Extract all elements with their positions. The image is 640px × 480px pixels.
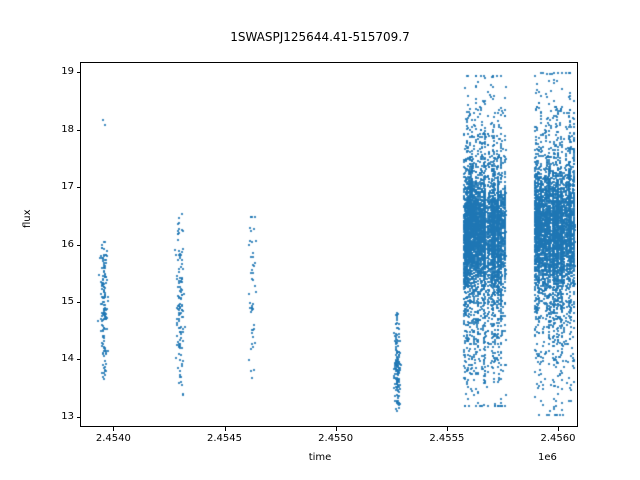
y-tick-mark	[76, 301, 80, 303]
scatter-points-layer	[81, 63, 577, 426]
x-tick-label: 2.4560	[540, 433, 576, 444]
y-tick-label: 17	[61, 181, 74, 193]
x-tick-mark	[335, 427, 337, 431]
y-tick-mark	[76, 187, 80, 189]
y-tick-label: 13	[61, 410, 74, 422]
y-tick-label: 15	[61, 295, 74, 307]
y-tick-label: 19	[61, 66, 74, 78]
y-tick-mark	[76, 72, 80, 74]
y-tick-label: 14	[61, 353, 74, 365]
x-tick-mark	[446, 427, 448, 431]
y-tick-label: 18	[61, 123, 74, 135]
x-axis-offset-label: 1e6	[538, 452, 557, 463]
y-tick-mark	[76, 244, 80, 246]
y-axis-label: flux	[22, 209, 33, 228]
x-tick-mark	[224, 427, 226, 431]
plot-area	[80, 62, 578, 427]
y-tick-mark	[76, 359, 80, 361]
y-tick-mark	[76, 416, 80, 418]
x-tick-mark	[113, 427, 115, 431]
x-axis-label: time	[308, 452, 332, 463]
y-tick-mark	[76, 129, 80, 131]
x-tick-label: 2.4545	[207, 433, 242, 444]
x-tick-label: 2.4540	[95, 433, 131, 444]
chart-title: 1SWASPJ125644.41-515709.7	[230, 30, 410, 44]
x-tick-label: 2.4555	[429, 433, 465, 444]
x-tick-label: 2.4550	[318, 433, 354, 444]
x-tick-mark	[557, 427, 559, 431]
y-tick-label: 16	[61, 238, 74, 250]
